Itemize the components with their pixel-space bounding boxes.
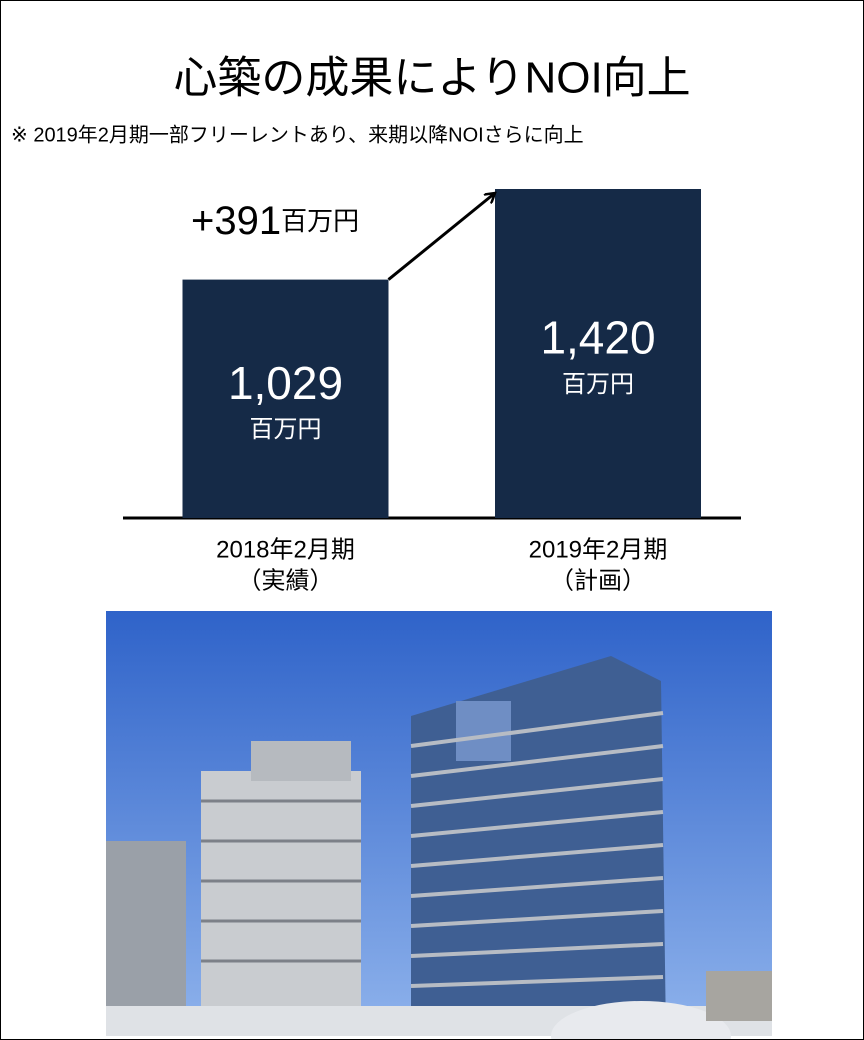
annotation-value: +391 <box>191 199 281 243</box>
value-label: 1,029 <box>228 357 343 409</box>
annotation: +391百万円 <box>191 199 359 243</box>
x-tick-label: 2019年2月期 <box>529 536 668 563</box>
annotation-unit: 百万円 <box>281 206 359 236</box>
value-unit: 百万円 <box>562 371 634 398</box>
x-tick-label: 2018年2月期 <box>216 536 355 563</box>
bar <box>182 279 389 518</box>
arrow <box>387 193 496 281</box>
photo <box>106 611 772 1039</box>
chart-title: 心築の成果によりNOI向上 <box>173 54 690 103</box>
bar <box>495 189 701 518</box>
value-label: 1,420 <box>540 312 655 364</box>
x-tick-note: （計画） <box>550 567 646 594</box>
chart-subtitle: ※ 2019年2月期一部フリーレントあり、来期以降NOIさらに向上 <box>11 123 584 146</box>
value-unit: 百万円 <box>250 416 322 443</box>
x-tick-note: （実績） <box>238 567 334 594</box>
